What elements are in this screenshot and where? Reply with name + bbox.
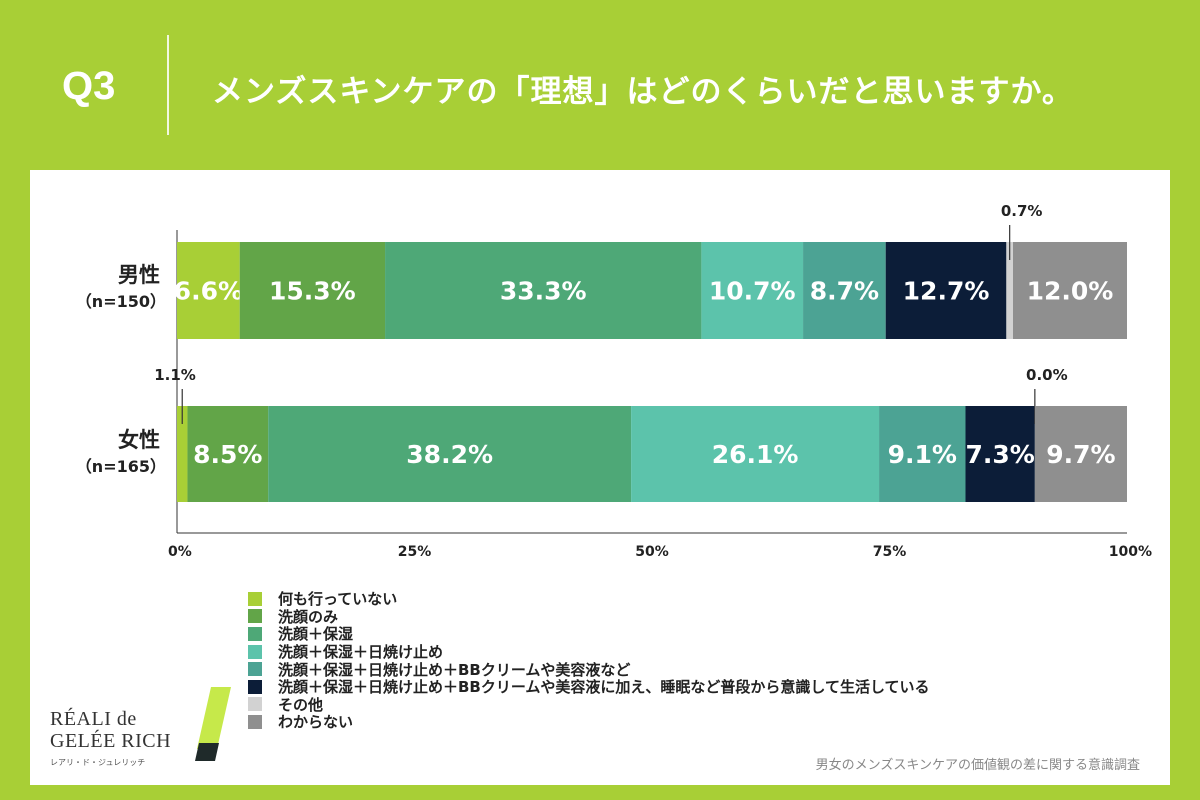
legend-swatch — [248, 714, 262, 729]
data-label: 8.7% — [810, 277, 879, 306]
legend-swatch — [248, 626, 262, 641]
legend-item: 洗顔＋保湿＋日焼け止め — [248, 643, 930, 661]
legend-swatch — [248, 697, 262, 712]
legend-label: 洗顔＋保湿＋日焼け止め — [278, 643, 444, 662]
bar-segment — [1034, 406, 1127, 502]
bar-segment — [885, 242, 1007, 339]
logo-mark-icon — [195, 687, 231, 761]
legend-swatch — [248, 662, 262, 677]
question-number: Q3 — [62, 64, 116, 108]
data-label: 15.3% — [269, 277, 356, 306]
data-label: 6.6% — [174, 277, 243, 306]
data-label: 12.0% — [1027, 277, 1114, 306]
legend-label: 洗顔のみ — [278, 607, 339, 626]
legend-label: 洗顔＋保湿 — [278, 625, 354, 644]
source-caption: 男女のメンズスキンケアの価値観の差に関する意識調査 — [815, 758, 1140, 773]
header-divider — [167, 35, 169, 135]
page-title: メンズスキンケアの「理想」はどのくらいだと思いますか。 — [212, 74, 1074, 110]
data-label: 9.1% — [888, 440, 957, 469]
data-label: 26.1% — [712, 440, 799, 469]
legend-item: 洗顔のみ — [248, 608, 930, 626]
legend-label: 洗顔＋保湿＋日焼け止め＋BBクリームや美容液に加え、睡眠など普段から意識して生活… — [278, 678, 930, 697]
data-label: 0.0% — [1026, 366, 1068, 384]
sample-size-label: （n=150） — [76, 292, 166, 311]
bar-segment — [879, 406, 966, 502]
data-label: 9.7% — [1046, 440, 1115, 469]
chart-panel: 0% 25% 50% 75% 100% 男性 （n=150） 6.6% 15.3% 33.3% 10… — [30, 170, 1170, 785]
bar-segment — [268, 406, 632, 502]
bar-segment — [187, 406, 269, 502]
data-label: 8.5% — [193, 440, 262, 469]
legend-item: 洗顔＋保湿 — [248, 625, 930, 643]
legend-item: 洗顔＋保湿＋日焼け止め＋BBクリームや美容液に加え、睡眠など普段から意識して生活… — [248, 678, 930, 696]
legend-item: 洗顔＋保湿＋日焼け止め＋BBクリームや美容液など — [248, 660, 930, 679]
data-label: 10.7% — [709, 277, 796, 306]
legend-swatch — [248, 609, 262, 624]
data-label: 38.2% — [406, 440, 493, 469]
data-label: 33.3% — [500, 277, 587, 306]
data-label: 12.7% — [903, 277, 990, 306]
data-label: 7.3% — [966, 440, 1035, 469]
x-tick-label: 50% — [635, 544, 669, 560]
legend-label: わからない — [278, 713, 354, 732]
legend-item: 何も行っていない — [248, 590, 930, 608]
legend-swatch — [248, 591, 262, 606]
logo-kana: レアリ・ド・ジュレリッチ — [50, 758, 146, 767]
stacked-bar-chart: 0% 25% 50% 75% 100% 男性 （n=150） 6.6% 15.3% 33.3% 10… — [76, 202, 1152, 560]
legend-item: その他 — [248, 696, 930, 714]
data-label: 1.1% — [154, 366, 196, 384]
bar-segment — [385, 242, 702, 339]
data-label: 0.7% — [1001, 202, 1043, 220]
category-label: 男性 — [118, 263, 160, 287]
x-tick-label: 100% — [1109, 544, 1152, 560]
x-tick-label: 75% — [873, 544, 907, 560]
x-tick-label: 0% — [168, 544, 192, 560]
bar-segment — [965, 406, 1035, 502]
sample-size-label: （n=165） — [76, 457, 166, 476]
legend-swatch — [248, 679, 262, 694]
brand-logo: RÉALI de GELÉE RICH レアリ・ド・ジュレリッチ — [50, 685, 231, 770]
bar-segment — [701, 242, 804, 339]
logo-text-line2: GELÉE RICH — [50, 730, 172, 752]
legend-label: その他 — [278, 695, 324, 714]
logo-text-line1: RÉALI de — [50, 708, 137, 730]
x-tick-label: 25% — [398, 544, 432, 560]
legend-label: 何も行っていない — [278, 590, 398, 609]
bar-segment — [239, 242, 386, 339]
bar-segment — [803, 242, 886, 339]
legend-swatch — [248, 644, 262, 659]
bar-segment — [177, 242, 240, 339]
legend: 何も行っていない 洗顔のみ 洗顔＋保湿 洗顔＋保湿＋日焼け止め 洗顔＋保湿＋日焼け止め＋… — [248, 590, 930, 731]
bar-segment — [1006, 242, 1013, 339]
bar-segment — [631, 406, 880, 502]
bar-segment — [177, 406, 188, 502]
legend-item: わからない — [248, 713, 930, 731]
legend-label: 洗顔＋保湿＋日焼け止め＋BBクリームや美容液など — [278, 660, 631, 679]
bar-segment — [1013, 242, 1127, 339]
category-label: 女性 — [118, 428, 160, 452]
